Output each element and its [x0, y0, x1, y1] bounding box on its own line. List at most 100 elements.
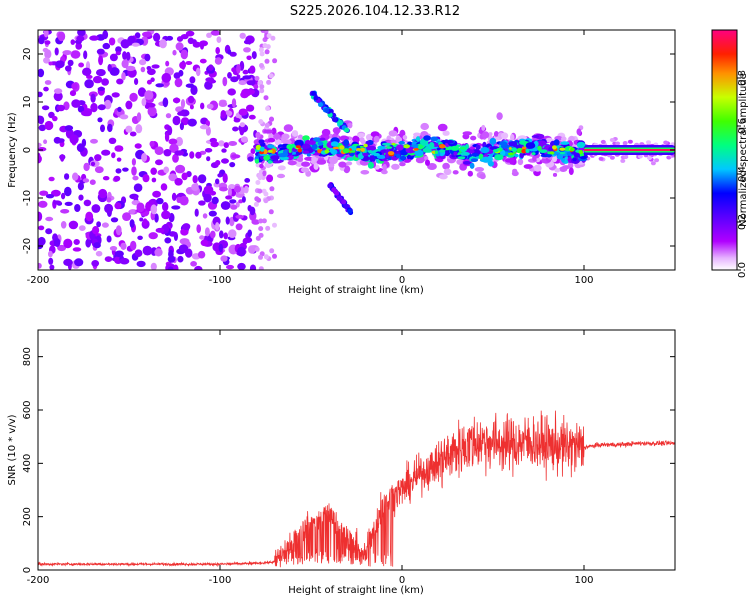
snr-panel: -200 -100 0 100 0 200 400 600 800 Height of stra…	[7, 329, 676, 596]
spectrogram-blob	[43, 86, 49, 92]
spectrogram-blob	[185, 83, 195, 88]
spectrogram-blob	[258, 47, 264, 53]
spectrogram-blob	[68, 220, 79, 230]
spectrogram-blob	[219, 230, 224, 239]
spectrogram-blob	[482, 131, 490, 139]
spectrogram-blob	[232, 126, 239, 132]
spectrogram-blob	[154, 146, 164, 155]
spectrogram-blob	[109, 246, 118, 251]
spectrogram-blob	[113, 175, 121, 182]
spectrogram-blob	[600, 139, 606, 144]
spectrogram-blob	[135, 124, 143, 134]
spectrogram-blob	[304, 156, 314, 161]
spectrogram-blob	[251, 51, 257, 60]
spectrogram-blob	[254, 75, 260, 81]
spectrogram-blob	[405, 146, 416, 154]
spectrogram-blob	[356, 148, 361, 151]
spectrogram-blob	[266, 33, 272, 39]
spectrogram-blob	[243, 185, 249, 194]
spectrogram-blob	[221, 148, 227, 153]
spectrogram-blob	[215, 178, 220, 185]
spectrogram-blob	[492, 149, 499, 153]
spectrogram-blob	[215, 47, 220, 55]
spectrogram-blob	[43, 139, 48, 144]
snr-ticks: -200 -100 0 100 0 200 400 600 800	[22, 330, 675, 586]
spectrogram-blob	[462, 131, 473, 136]
spectrogram-blob	[104, 203, 114, 214]
spectrogram-blob	[48, 250, 53, 258]
spectrogram-blob	[419, 139, 429, 146]
spectrogram-blob	[208, 64, 214, 71]
spectrogram-blob	[44, 120, 54, 131]
spectrogram-blob	[129, 209, 136, 215]
spectrogram-blob	[122, 51, 127, 60]
spectrogram-blob	[264, 49, 270, 55]
spectrogram-blob	[238, 80, 247, 86]
spectrogram-blob	[208, 79, 217, 84]
colorbar-ticks: 0.0 0.2 0.4 0.6 0.8	[737, 70, 748, 278]
spectrogram-blob	[259, 163, 264, 169]
spectrogram-blob	[151, 177, 157, 183]
spectrogram-blob	[270, 155, 280, 161]
spectrogram-blob	[559, 166, 568, 172]
spectrogram-blob	[155, 227, 165, 233]
spectrogram-blob	[222, 173, 228, 184]
spectrogram-blob	[180, 34, 189, 40]
spectrogram-blob	[194, 265, 203, 270]
spectrogram-blob	[180, 99, 186, 109]
spectrogram-blob	[438, 144, 446, 149]
spectrogram-blob	[74, 258, 84, 267]
spectrogram-blob	[439, 174, 448, 180]
spectrogram-blob	[101, 149, 111, 156]
spectrogram-blob	[347, 208, 353, 214]
spectrogram-blob	[453, 151, 458, 156]
spectrogram-blob	[190, 85, 198, 96]
spectrogram-blob	[556, 153, 564, 160]
spectrogram-blob	[121, 72, 126, 81]
spectrogram-blob	[489, 137, 497, 145]
spectrogram-blob	[255, 235, 261, 241]
spectrogram-blob	[220, 110, 227, 119]
spectrogram-blob	[246, 55, 252, 61]
spectrogram-blob	[481, 156, 491, 163]
spectrogram-blob	[258, 119, 264, 125]
spectrogram-blob	[180, 49, 188, 60]
spectrogram-blob	[395, 136, 403, 143]
spectrogram-blob	[391, 142, 396, 146]
spectrogram-blob	[64, 201, 73, 206]
spectrogram-blob	[318, 102, 323, 108]
spectrogram-blob	[254, 196, 260, 202]
spectrogram-ylabel: Frequency (Hz)	[7, 112, 18, 188]
spectrogram-blob	[360, 147, 366, 152]
spectrogram-blob	[48, 176, 55, 182]
spectrogram-blob	[425, 146, 429, 151]
spectrogram-blob	[343, 165, 351, 174]
spectrogram-marks	[38, 30, 675, 270]
spectrogram-blob	[622, 141, 628, 145]
spectrogram-blob	[311, 156, 317, 162]
spectrogram-blob	[570, 147, 575, 152]
spectrogram-blob	[259, 63, 264, 68]
spectrogram-blob	[311, 91, 317, 96]
spectrogram-blob	[248, 114, 256, 120]
spectrogram-blob	[609, 138, 615, 142]
spectrogram-blob	[52, 115, 58, 122]
spectrogram-blob	[369, 155, 375, 162]
spectrogram-blob	[147, 106, 157, 117]
spectrogram-blob	[287, 160, 297, 166]
spectrogram-blob	[499, 141, 508, 146]
colorbar-label: Normalized spectral amplitude	[738, 73, 749, 227]
spectrogram-blob	[96, 221, 101, 228]
spectrogram-blob	[142, 174, 150, 183]
spectrogram-blob	[244, 178, 251, 183]
spectrogram-blob	[399, 162, 406, 167]
spectrogram-blob	[234, 185, 241, 193]
spectrogram-blob	[98, 188, 108, 199]
spectrogram-blob	[572, 157, 577, 162]
spectrogram-blob	[279, 156, 290, 161]
spectrogram-blob	[494, 154, 504, 161]
spectrogram-blob	[83, 50, 88, 60]
spectrogram-blob	[475, 144, 481, 150]
spectrogram-blob	[347, 122, 353, 129]
